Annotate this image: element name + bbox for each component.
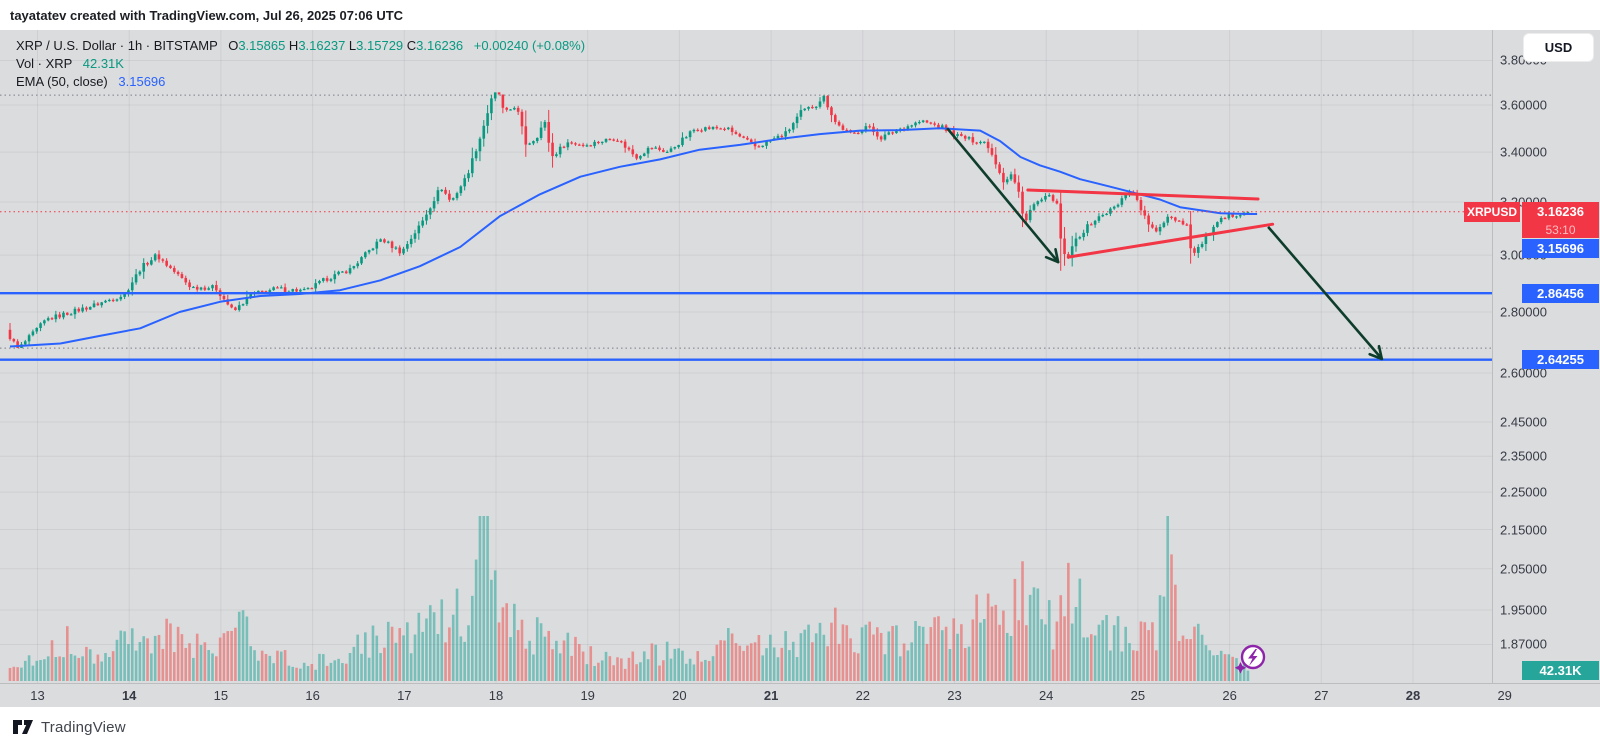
date-label-13: 13 [30, 688, 45, 703]
date-label-14: 14 [121, 688, 137, 703]
price-tick-2.25000: 2.25000 [1500, 484, 1547, 500]
price-tick-2.35000: 2.35000 [1500, 448, 1547, 464]
ohlc-value: 3.15865 [238, 38, 289, 53]
date-label-24: 24 [1038, 688, 1054, 703]
date-label-18: 18 [488, 688, 504, 703]
price-tick-1.95000: 1.95000 [1500, 602, 1547, 618]
date-label-26: 26 [1222, 688, 1237, 703]
price-tick-2.05000: 2.05000 [1500, 561, 1547, 577]
ema-line[interactable] [9, 127, 1258, 348]
date-label-19: 19 [580, 688, 595, 703]
bar-countdown-tag: 53:10 [1522, 221, 1599, 238]
date-label-17: 17 [397, 688, 412, 703]
ohlc-value: 3.16236 [416, 38, 467, 53]
tradingview-logo-text: TradingView [41, 718, 126, 736]
ohlc-value: 3.15729 [356, 38, 407, 53]
date-label-20: 20 [672, 688, 687, 703]
date-label-21: 21 [763, 688, 779, 703]
price-axis[interactable]: 3.800003.600003.400003.200003.000002.800… [1464, 30, 1600, 683]
volume-label: Vol · XRP [16, 56, 73, 71]
trendline-2[interactable] [1066, 222, 1275, 259]
symbol-price-flag: XRPUSD [1464, 201, 1520, 222]
time-axis[interactable]: 13 14 15 16 17 18 19 20 21 22 23 24 25 26 27 28 29 [0, 683, 1600, 708]
price-tick-2.15000: 2.15000 [1500, 522, 1547, 538]
support-level-tag-1: 2.86456 [1522, 283, 1599, 303]
chart-legend: XRP / U.S. Dollar · 1h · BITSTAMP O3.158… [16, 37, 585, 91]
candlesticks [8, 92, 1250, 349]
trendline-1[interactable] [1026, 188, 1260, 201]
event-lightning-badge[interactable] [1234, 644, 1266, 674]
date-label-29: 29 [1497, 688, 1512, 703]
arrow-drawing-2[interactable] [1267, 226, 1384, 361]
ohlc-letter: L [348, 38, 357, 53]
legend-symbol-row: XRP / U.S. Dollar · 1h · BITSTAMP O3.158… [16, 37, 585, 55]
date-label-28: 28 [1405, 688, 1421, 703]
ohlc-values: O3.15865 H3.16237 L3.15729 C3.16236 [228, 38, 467, 53]
date-label-23: 23 [947, 688, 962, 703]
volume-bars [8, 516, 1250, 681]
ohlc-value: 3.16237 [298, 38, 349, 53]
ema-value: 3.15696 [118, 74, 166, 89]
price-tick-1.87000: 1.87000 [1500, 636, 1547, 652]
chart-canvas[interactable] [0, 30, 1600, 751]
ohlc-letter: C [406, 38, 417, 53]
ema-price-tag: 3.15696 [1522, 238, 1599, 258]
attribution-text: tayatatev created with TradingView.com, … [10, 8, 404, 23]
gridlines [0, 30, 1492, 683]
date-label-27: 27 [1314, 688, 1329, 703]
ohlc-letter: O [228, 38, 239, 53]
price-tick-2.60000: 2.60000 [1500, 365, 1547, 381]
date-label-22: 22 [855, 688, 871, 703]
change-value: +0.00240 (+0.08%) [473, 38, 586, 53]
symbol-title: XRP / U.S. Dollar · 1h · BITSTAMP [16, 38, 218, 53]
chart-region[interactable] [0, 30, 1600, 707]
volume-value: 42.31K [82, 56, 124, 71]
price-tick-2.80000: 2.80000 [1500, 304, 1547, 320]
legend-volume-row: Vol · XRP 42.31K [16, 55, 585, 73]
date-label-15: 15 [213, 688, 229, 703]
price-tick-2.45000: 2.45000 [1500, 414, 1547, 430]
date-label-16: 16 [305, 688, 320, 703]
price-pane[interactable] [0, 30, 1505, 683]
legend-ema-row: EMA (50, close) 3.15696 [16, 73, 585, 91]
ema-label: EMA (50, close) [16, 74, 108, 89]
volume-value-tag: 42.31K [1522, 661, 1599, 680]
currency-toggle-button[interactable]: USD [1523, 33, 1594, 62]
date-label-25: 25 [1130, 688, 1146, 703]
price-tick-3.60000: 3.60000 [1500, 97, 1547, 113]
sparkle-icon [1234, 662, 1247, 674]
price-tick-3.40000: 3.40000 [1500, 144, 1547, 160]
arrow-drawing-1[interactable] [946, 127, 1060, 264]
tradingview-watermark: TradingView [12, 716, 126, 738]
ohlc-letter: H [288, 38, 299, 53]
tradingview-logo-icon [13, 720, 33, 734]
current-price-tag: 3.16236 [1522, 201, 1599, 222]
support-level-tag-2: 2.64255 [1522, 350, 1599, 370]
